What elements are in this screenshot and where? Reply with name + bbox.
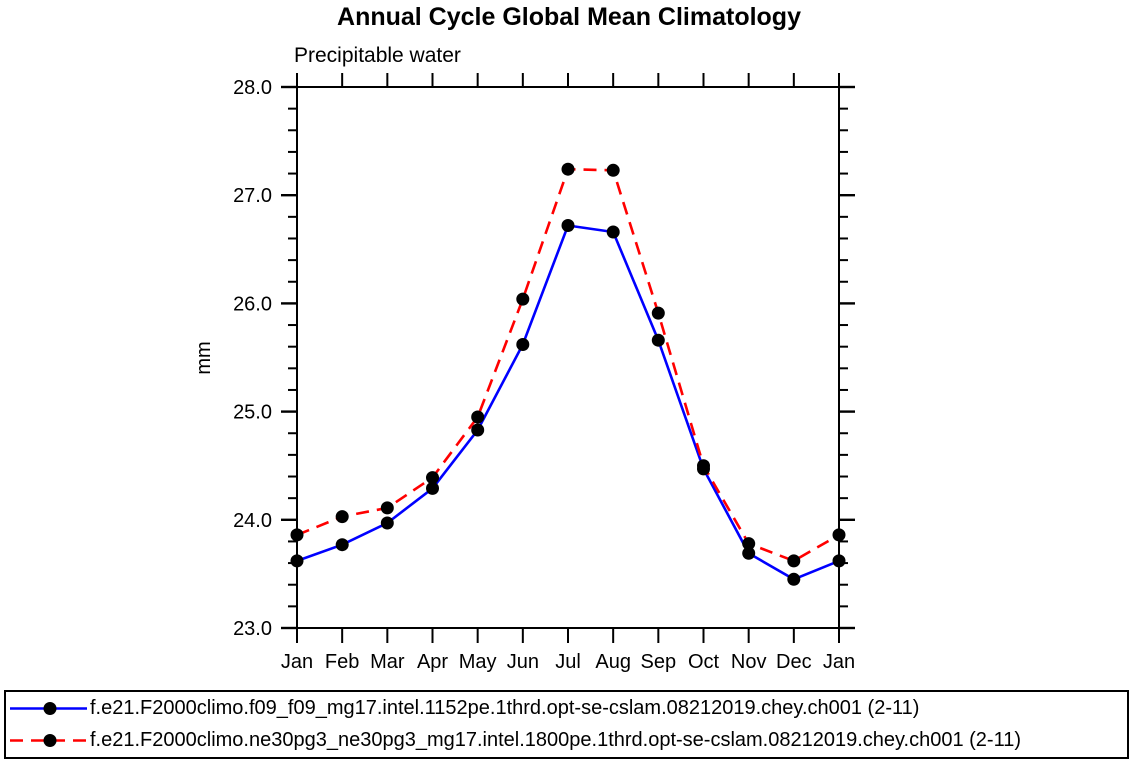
data-point-marker xyxy=(380,516,394,530)
data-point-marker xyxy=(606,163,620,177)
data-point-marker xyxy=(516,292,530,306)
data-point-marker xyxy=(335,538,349,552)
legend-line-sample-dashed xyxy=(10,734,87,748)
data-point-marker xyxy=(742,537,756,551)
x-tick-label: Oct xyxy=(688,651,720,673)
y-tick-label: 25.0 xyxy=(233,402,272,424)
x-tick-label: Sep xyxy=(641,651,677,673)
data-point-marker xyxy=(426,471,439,485)
data-point-marker xyxy=(335,510,349,524)
data-point-marker xyxy=(380,501,394,515)
x-tick-label: Nov xyxy=(731,651,767,673)
chart-subtitle: Precipitable water xyxy=(294,44,461,67)
x-tick-label: Aug xyxy=(595,651,631,673)
series-line xyxy=(296,224,840,581)
data-point-marker xyxy=(561,162,575,176)
y-tick-label: 27.0 xyxy=(233,185,272,207)
data-point-marker xyxy=(651,306,665,320)
y-axis-label: mm xyxy=(193,341,215,374)
y-tick-label: 24.0 xyxy=(233,510,272,532)
data-point-marker xyxy=(787,554,801,568)
x-tick-label: Jan xyxy=(823,651,855,673)
data-point-marker xyxy=(832,528,846,542)
y-tick-label: 23.0 xyxy=(233,618,272,640)
legend-item-label: f.e21.F2000climo.ne30pg3_ne30pg3_mg17.in… xyxy=(90,729,1022,752)
legend-item-label: f.e21.F2000climo.f09_f09_mg17.intel.1152… xyxy=(90,696,920,719)
data-point-marker xyxy=(290,554,304,568)
data-point-marker xyxy=(787,572,801,586)
data-point-marker xyxy=(471,410,485,424)
y-tick-label: 26.0 xyxy=(233,293,272,315)
legend: f.e21.F2000climo.f09_f09_mg17.intel.1152… xyxy=(4,690,1129,759)
legend-marker-icon xyxy=(43,701,57,715)
x-tick-label: May xyxy=(459,651,497,673)
legend-item: f.e21.F2000climo.ne30pg3_ne30pg3_mg17.in… xyxy=(6,725,1127,758)
x-tick-label: Apr xyxy=(417,651,448,673)
data-point-marker xyxy=(516,338,530,351)
x-tick-label: Jan xyxy=(281,651,313,673)
x-tick-label: Mar xyxy=(370,651,405,673)
data-point-marker xyxy=(290,528,304,542)
legend-line-sample-solid xyxy=(10,701,87,715)
legend-marker-icon xyxy=(43,734,57,748)
data-point-marker xyxy=(832,554,846,568)
x-tick-label: Feb xyxy=(325,651,359,673)
legend-item: f.e21.F2000climo.f09_f09_mg17.intel.1152… xyxy=(6,692,1127,725)
data-point-marker xyxy=(742,546,756,560)
x-tick-label: Jul xyxy=(555,651,581,673)
plot-area: Jan Feb Mar Apr May Jun Jul Aug Sep Oct Nov Dec Jan 2… xyxy=(193,73,855,673)
y-tick-label: 28.0 xyxy=(233,77,272,99)
data-point-marker xyxy=(561,219,575,232)
data-point-marker xyxy=(651,333,665,347)
data-point-marker xyxy=(471,423,485,437)
chart-title: Annual Cycle Global Mean Climatology xyxy=(337,3,801,31)
data-point-marker xyxy=(426,481,439,495)
x-tick-label: Jun xyxy=(507,651,539,673)
data-point-marker xyxy=(697,459,710,473)
data-point-marker xyxy=(606,225,620,239)
x-tick-label: Dec xyxy=(776,651,812,673)
